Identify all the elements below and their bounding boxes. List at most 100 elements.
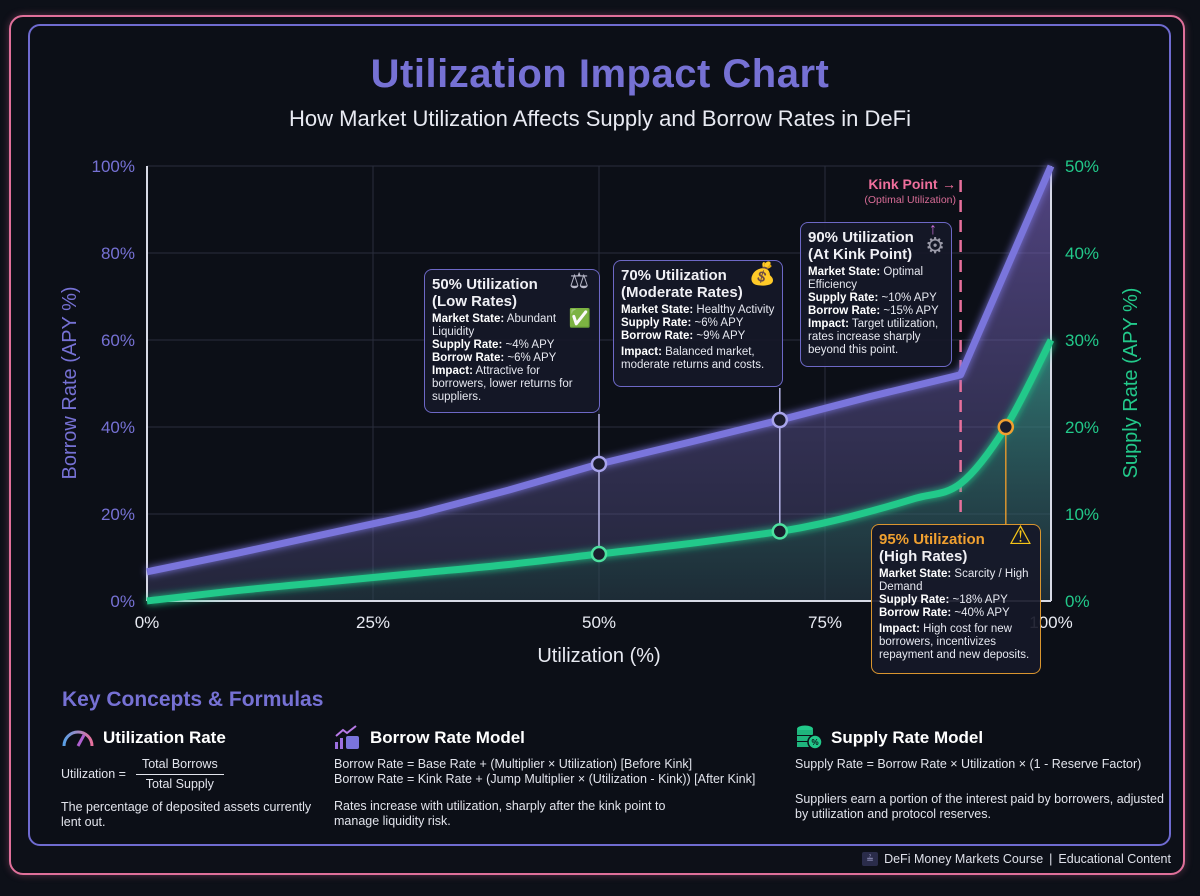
section-description: Rates increase with utilization, sharply… (334, 799, 666, 828)
borrow-value: ~15% APY (883, 305, 939, 317)
supply-formula: Supply Rate = Borrow Rate × Utilization … (795, 757, 1142, 771)
annotation-heading: 70% Utilization (621, 267, 727, 284)
supply-marker (771, 523, 789, 540)
annotation-70-utilization: 70% Utilization (Moderate Rates) 💰 Market… (613, 260, 783, 387)
x-tick-label: 25% (356, 613, 390, 632)
borrow-marker (771, 411, 789, 429)
impact-label: Impact: (808, 318, 849, 330)
tick-labels: 0% 20% 40% 60% 80% 100% 0% 10% 20% 30% 40% 50% 0% 25%… (92, 157, 1100, 632)
money-bag-icon: 💰 (748, 261, 776, 286)
section-description: Suppliers earn a portion of the interest… (795, 792, 1164, 821)
kink-subtitle: (Optimal Utilization) (864, 194, 956, 206)
x-tick-label: 0% (135, 613, 160, 632)
supply-rate-model-section: % Supply Rate Model Supply Rate = Borrow… (795, 725, 1175, 822)
supply-value: ~6% APY (694, 317, 744, 329)
y-tick-label: 0% (110, 592, 135, 611)
annotation-95-utilization: 95% Utilization (High Rates) ⚠ Market Sta… (871, 520, 1041, 674)
supply-marker (590, 545, 608, 563)
checkmark-icon: ✅ (568, 308, 591, 328)
section-heading: Borrow Rate Model (370, 727, 525, 747)
y2-tick-label: 50% (1065, 157, 1099, 176)
utilization-fraction: Total Borrows Total Supply (135, 757, 224, 792)
supply-value: ~4% APY (505, 339, 555, 351)
arrow-right-icon: → (942, 176, 956, 192)
scales-icon: ⚖ (569, 268, 589, 293)
borrow-rate-model-section: Borrow Rate Model Borrow Rate = Base Rat… (334, 725, 784, 829)
footer-separator: | (1049, 852, 1053, 866)
y2-tick-label: 0% (1065, 592, 1090, 611)
annotation-heading: 50% Utilization (432, 276, 538, 293)
annotation-90-utilization: 90% Utilization (At Kink Point) ↑ ⚙ Marke… (800, 222, 952, 367)
footer: ≟ DeFi Money Markets Course | Educationa… (862, 852, 1171, 866)
impact-label: Impact: (432, 365, 473, 377)
data-markers (590, 411, 1015, 563)
svg-text:%: % (811, 738, 818, 747)
y-tick-label: 80% (101, 244, 135, 263)
key-concepts-title: Key Concepts & Formulas (62, 688, 324, 711)
supply-rate-line (146, 338, 1055, 605)
state-label: Market State: (432, 313, 505, 325)
y-tick-label: 20% (101, 505, 135, 524)
impact-label: Impact: (621, 346, 662, 358)
state-label: Market State: (879, 568, 952, 580)
y-tick-label: 100% (92, 157, 135, 176)
state-label: Market State: (621, 304, 694, 316)
borrow-value: ~9% APY (696, 330, 746, 342)
fraction-numerator: Total Borrows (135, 757, 224, 775)
utilization-rate-section: Utilization Rate Utilization = Total Bor… (61, 725, 321, 830)
coins-percent-icon: % (797, 725, 823, 750)
borrow-label: Borrow Rate: (808, 305, 881, 317)
course-logo-icon: ≟ (862, 852, 879, 866)
borrow-formula-after-kink: Borrow Rate = Kink Rate + (Jump Multipli… (334, 772, 756, 786)
state-value: Optimal Efficiency (808, 266, 924, 291)
chart-title: Utilization Impact Chart (370, 52, 830, 96)
annotation-subheading: (Low Rates) (432, 293, 518, 310)
annotation-subheading: (At Kink Point) (808, 246, 913, 263)
footer-course: DeFi Money Markets Course (884, 852, 1044, 866)
y-axis-label-borrow: Borrow Rate (APY %) (59, 286, 81, 479)
annotation-heading: 95% Utilization (879, 531, 985, 548)
section-heading: Utilization Rate (103, 727, 226, 747)
chart-calculator-icon (335, 725, 359, 749)
borrow-label: Borrow Rate: (621, 330, 694, 342)
y2-tick-label: 10% (1065, 505, 1099, 524)
supply-label: Supply Rate: (432, 339, 503, 351)
x-tick-label: 50% (582, 613, 616, 632)
y2-tick-label: 40% (1065, 244, 1099, 263)
state-value: Healthy Activity (696, 304, 775, 316)
fraction-denominator: Total Supply (145, 777, 214, 791)
x-tick-label: 75% (808, 613, 842, 632)
warning-icon: ⚠ (1008, 520, 1032, 550)
supply-value: ~18% APY (952, 594, 1008, 606)
impact-value: Target utilization, rates increase sharp… (808, 318, 939, 356)
borrow-area (147, 166, 1051, 601)
supply-label: Supply Rate: (808, 292, 879, 304)
gear-icon: ⚙ (925, 233, 945, 258)
x-axis-label: Utilization (%) (537, 645, 660, 667)
supply-marker-high (997, 418, 1015, 436)
section-description: The percentage of deposited assets curre… (61, 800, 312, 829)
annotation-subheading: (Moderate Rates) (621, 284, 743, 301)
impact-value: Balanced market, moderate returns and co… (621, 346, 765, 371)
y-axis-label-supply: Supply Rate (APY %) (1120, 288, 1142, 479)
state-label: Market State: (808, 266, 881, 278)
borrow-rate-line (146, 164, 1055, 576)
supply-label: Supply Rate: (879, 594, 950, 606)
state-value: Scarcity / High Demand (879, 568, 1029, 593)
y-tick-label: 60% (101, 331, 135, 350)
impact-label: Impact: (879, 623, 920, 635)
annotation-50-utilization: 50% Utilization (Low Rates) ⚖ ✅ Market St… (424, 269, 600, 413)
borrow-formula-before-kink: Borrow Rate = Base Rate + (Multiplier × … (334, 757, 693, 771)
chart-subtitle: How Market Utilization Affects Supply an… (289, 106, 911, 131)
gauge-icon (62, 730, 94, 747)
borrow-label: Borrow Rate: (879, 607, 952, 619)
arrow-up-icon: ↑ (929, 221, 937, 238)
annotation-subheading: (High Rates) (879, 548, 968, 565)
formula-lhs: Utilization = (61, 767, 126, 781)
kink-title: Kink Point (868, 176, 938, 192)
y2-tick-label: 20% (1065, 418, 1099, 437)
impact-value: Attractive for borrowers, lower returns … (432, 365, 573, 403)
supply-label: Supply Rate: (621, 317, 692, 329)
footer-label: Educational Content (1058, 852, 1171, 866)
annotation-heading: 90% Utilization (808, 229, 914, 246)
